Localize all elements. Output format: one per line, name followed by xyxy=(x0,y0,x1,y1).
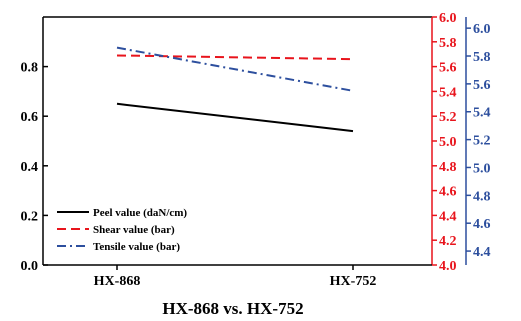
right-axis-shear-tick-label: 5.2 xyxy=(439,110,457,125)
right-axis-shear-tick-label: 6.0 xyxy=(439,11,457,26)
left-axis-tick-label: 0.0 xyxy=(21,259,39,274)
right-axis-shear: 4.0 4.2 4.4 4.6 4.8 5.0 5.2 5.4 5.6 5.8 6.0 xyxy=(431,11,457,274)
left-axis-tick-label: 0.6 xyxy=(21,110,39,125)
right-axis-tensile-tick-label: 5.4 xyxy=(473,106,491,121)
right-axis-shear-tick-label: 4.6 xyxy=(439,185,457,200)
left-axis-tick-label: 0.8 xyxy=(21,61,39,76)
series-line-3 xyxy=(116,46,354,92)
right-axis-shear-tick-label: 5.8 xyxy=(439,36,457,51)
series-line-2 xyxy=(116,54,354,61)
right-axis-tensile-tick-label: 4.4 xyxy=(473,245,491,260)
right-axis-tensile-tick-label: 4.6 xyxy=(473,217,491,232)
left-axis-tick-label: 0.4 xyxy=(21,160,39,175)
right-axis-tensile-tick-label: 6.0 xyxy=(473,22,491,37)
left-axis-tick-label: 0.2 xyxy=(21,209,39,224)
right-axis-tensile-tick-label: 4.8 xyxy=(473,189,491,204)
right-axis-shear-tick-label: 4.0 xyxy=(439,259,457,274)
legend-label: Tensile value (bar) xyxy=(93,241,180,253)
right-axis-tensile-tick-label: 5.2 xyxy=(473,134,491,149)
right-axis-shear-tick-label: 4.4 xyxy=(439,209,457,224)
right-axis-shear-tick-label: 4.8 xyxy=(439,160,457,175)
right-axis-shear-tick-label: 5.6 xyxy=(439,61,457,76)
right-axis-shear-tick-label: 5.4 xyxy=(439,85,457,100)
x-axis-tick-label: HX-868 xyxy=(94,274,141,289)
right-axis-tensile-tick-label: 5.0 xyxy=(473,161,491,176)
right-axis-tensile-tick-label: 5.6 xyxy=(473,78,491,93)
legend-label: Shear value (bar) xyxy=(93,224,175,236)
x-axis-title: HX-868 vs. HX-752 xyxy=(162,299,303,318)
right-axis-tensile: 4.4 4.6 4.8 5.0 5.2 5.4 5.6 5.8 6.0 xyxy=(465,17,491,265)
left-axis: 0.0 0.2 0.4 0.6 0.8 xyxy=(21,17,48,274)
right-axis-shear-tick-label: 4.2 xyxy=(439,234,457,249)
legend-label: Peel value (daN/cm) xyxy=(93,207,187,219)
series-line-1 xyxy=(116,102,354,133)
legend: Peel value (daN/cm) Shear value (bar) Tens… xyxy=(57,207,187,253)
right-axis-shear-tick-label: 5.0 xyxy=(439,135,457,150)
x-axis-tick-label: HX-752 xyxy=(330,274,377,289)
right-axis-tensile-tick-label: 5.8 xyxy=(473,50,491,65)
series-layer xyxy=(116,46,354,133)
x-axis: HX-868 HX-752 xyxy=(43,264,432,289)
